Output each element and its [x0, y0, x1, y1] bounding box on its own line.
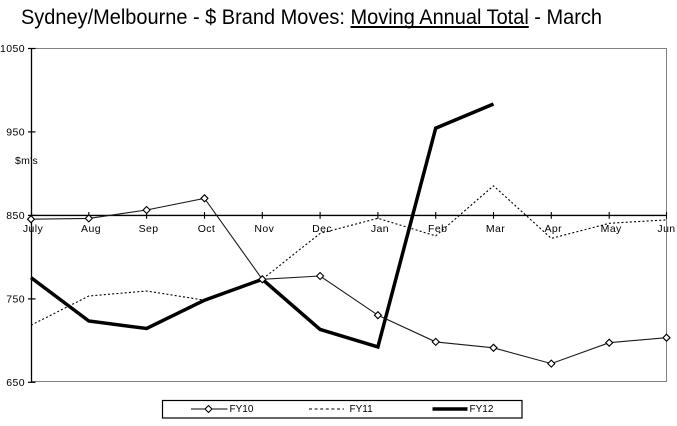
svg-text:FY12: FY12	[470, 404, 494, 415]
svg-text:850: 850	[6, 210, 25, 222]
svg-text:Mar: Mar	[486, 223, 505, 235]
svg-text:Feb: Feb	[428, 223, 447, 235]
svg-text:Dec: Dec	[312, 223, 332, 235]
svg-text:Nov: Nov	[254, 223, 274, 235]
svg-text:Sep: Sep	[139, 223, 159, 235]
svg-text:1050: 1050	[0, 43, 25, 55]
svg-text:Oct: Oct	[198, 223, 216, 235]
svg-text:FY10: FY10	[230, 404, 254, 415]
svg-text:Jun: Jun	[657, 223, 675, 235]
svg-text:$m's: $m's	[15, 155, 38, 167]
svg-text:Aug: Aug	[81, 223, 101, 235]
svg-text:July: July	[23, 223, 44, 235]
svg-text:650: 650	[6, 377, 25, 389]
svg-text:950: 950	[6, 126, 25, 138]
svg-text:May: May	[601, 223, 622, 235]
svg-text:FY11: FY11	[350, 404, 374, 415]
svg-text:Jan: Jan	[371, 223, 389, 235]
svg-text:Apr: Apr	[545, 223, 563, 235]
svg-text:750: 750	[6, 293, 25, 305]
